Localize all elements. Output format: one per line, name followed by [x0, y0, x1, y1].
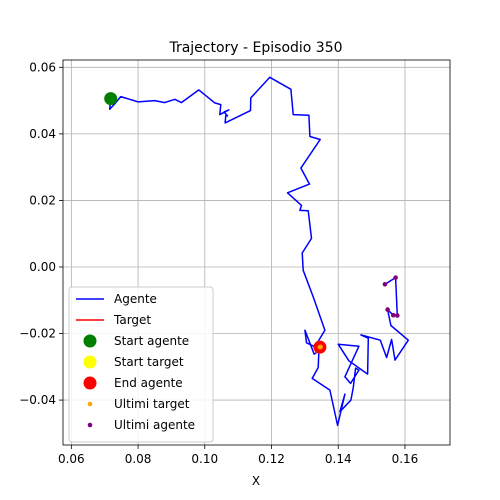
legend-marker-swatch	[87, 422, 93, 428]
axes-frame	[62, 59, 451, 446]
point-ultimi-agente	[394, 313, 400, 318]
chart-title: Trajectory - Episodio 350	[168, 40, 342, 56]
point-ultimi-agente	[382, 281, 388, 287]
x-tick-label: 0.12	[258, 452, 285, 466]
legend-label: Ultimi target	[114, 397, 190, 411]
x-tick-label: 0.08	[125, 452, 152, 466]
y-tick-label: 0.00	[29, 260, 56, 274]
point-ultimi-agente	[385, 307, 390, 312]
x-tick-label: 0.14	[325, 452, 352, 466]
legend-marker-swatch	[83, 376, 97, 390]
legend-box	[68, 286, 214, 443]
legend-label: Start agente	[114, 334, 189, 348]
series-line-agente	[108, 76, 410, 427]
x-tick-label: 0.06	[58, 452, 85, 466]
y-tick-label: −0.02	[19, 327, 56, 341]
legend-marker-swatch	[83, 334, 97, 348]
legend-label: Start target	[114, 355, 184, 369]
legend: Agente Target Start agente Start target End …	[68, 286, 214, 443]
axis-ticks: 0.06 0.08 0.10 0.12 0.14 0.16 −0.04 −0.02 0.00 0.…	[19, 60, 418, 466]
legend-label: Agente	[114, 292, 157, 306]
y-tick-label: 0.06	[29, 60, 56, 74]
y-tick-label: −0.04	[19, 393, 56, 407]
legend-marker-swatch	[87, 401, 93, 407]
point-start-agente	[104, 92, 118, 106]
y-tick-label: 0.04	[29, 127, 56, 141]
point-ultimi-agente	[393, 275, 398, 280]
x-tick-label: 0.16	[392, 452, 419, 466]
legend-marker-swatch	[83, 355, 97, 369]
point-ultimi-target	[318, 344, 323, 350]
y-tick-label: 0.02	[29, 193, 56, 207]
legend-label: End agente	[114, 376, 183, 390]
point-ultimi-agente	[390, 312, 396, 318]
legend-label: Target	[113, 313, 151, 327]
x-axis-title: X	[252, 474, 260, 488]
legend-label: Ultimi agente	[114, 418, 195, 432]
plot-area	[104, 76, 410, 427]
x-tick-label: 0.10	[191, 452, 218, 466]
